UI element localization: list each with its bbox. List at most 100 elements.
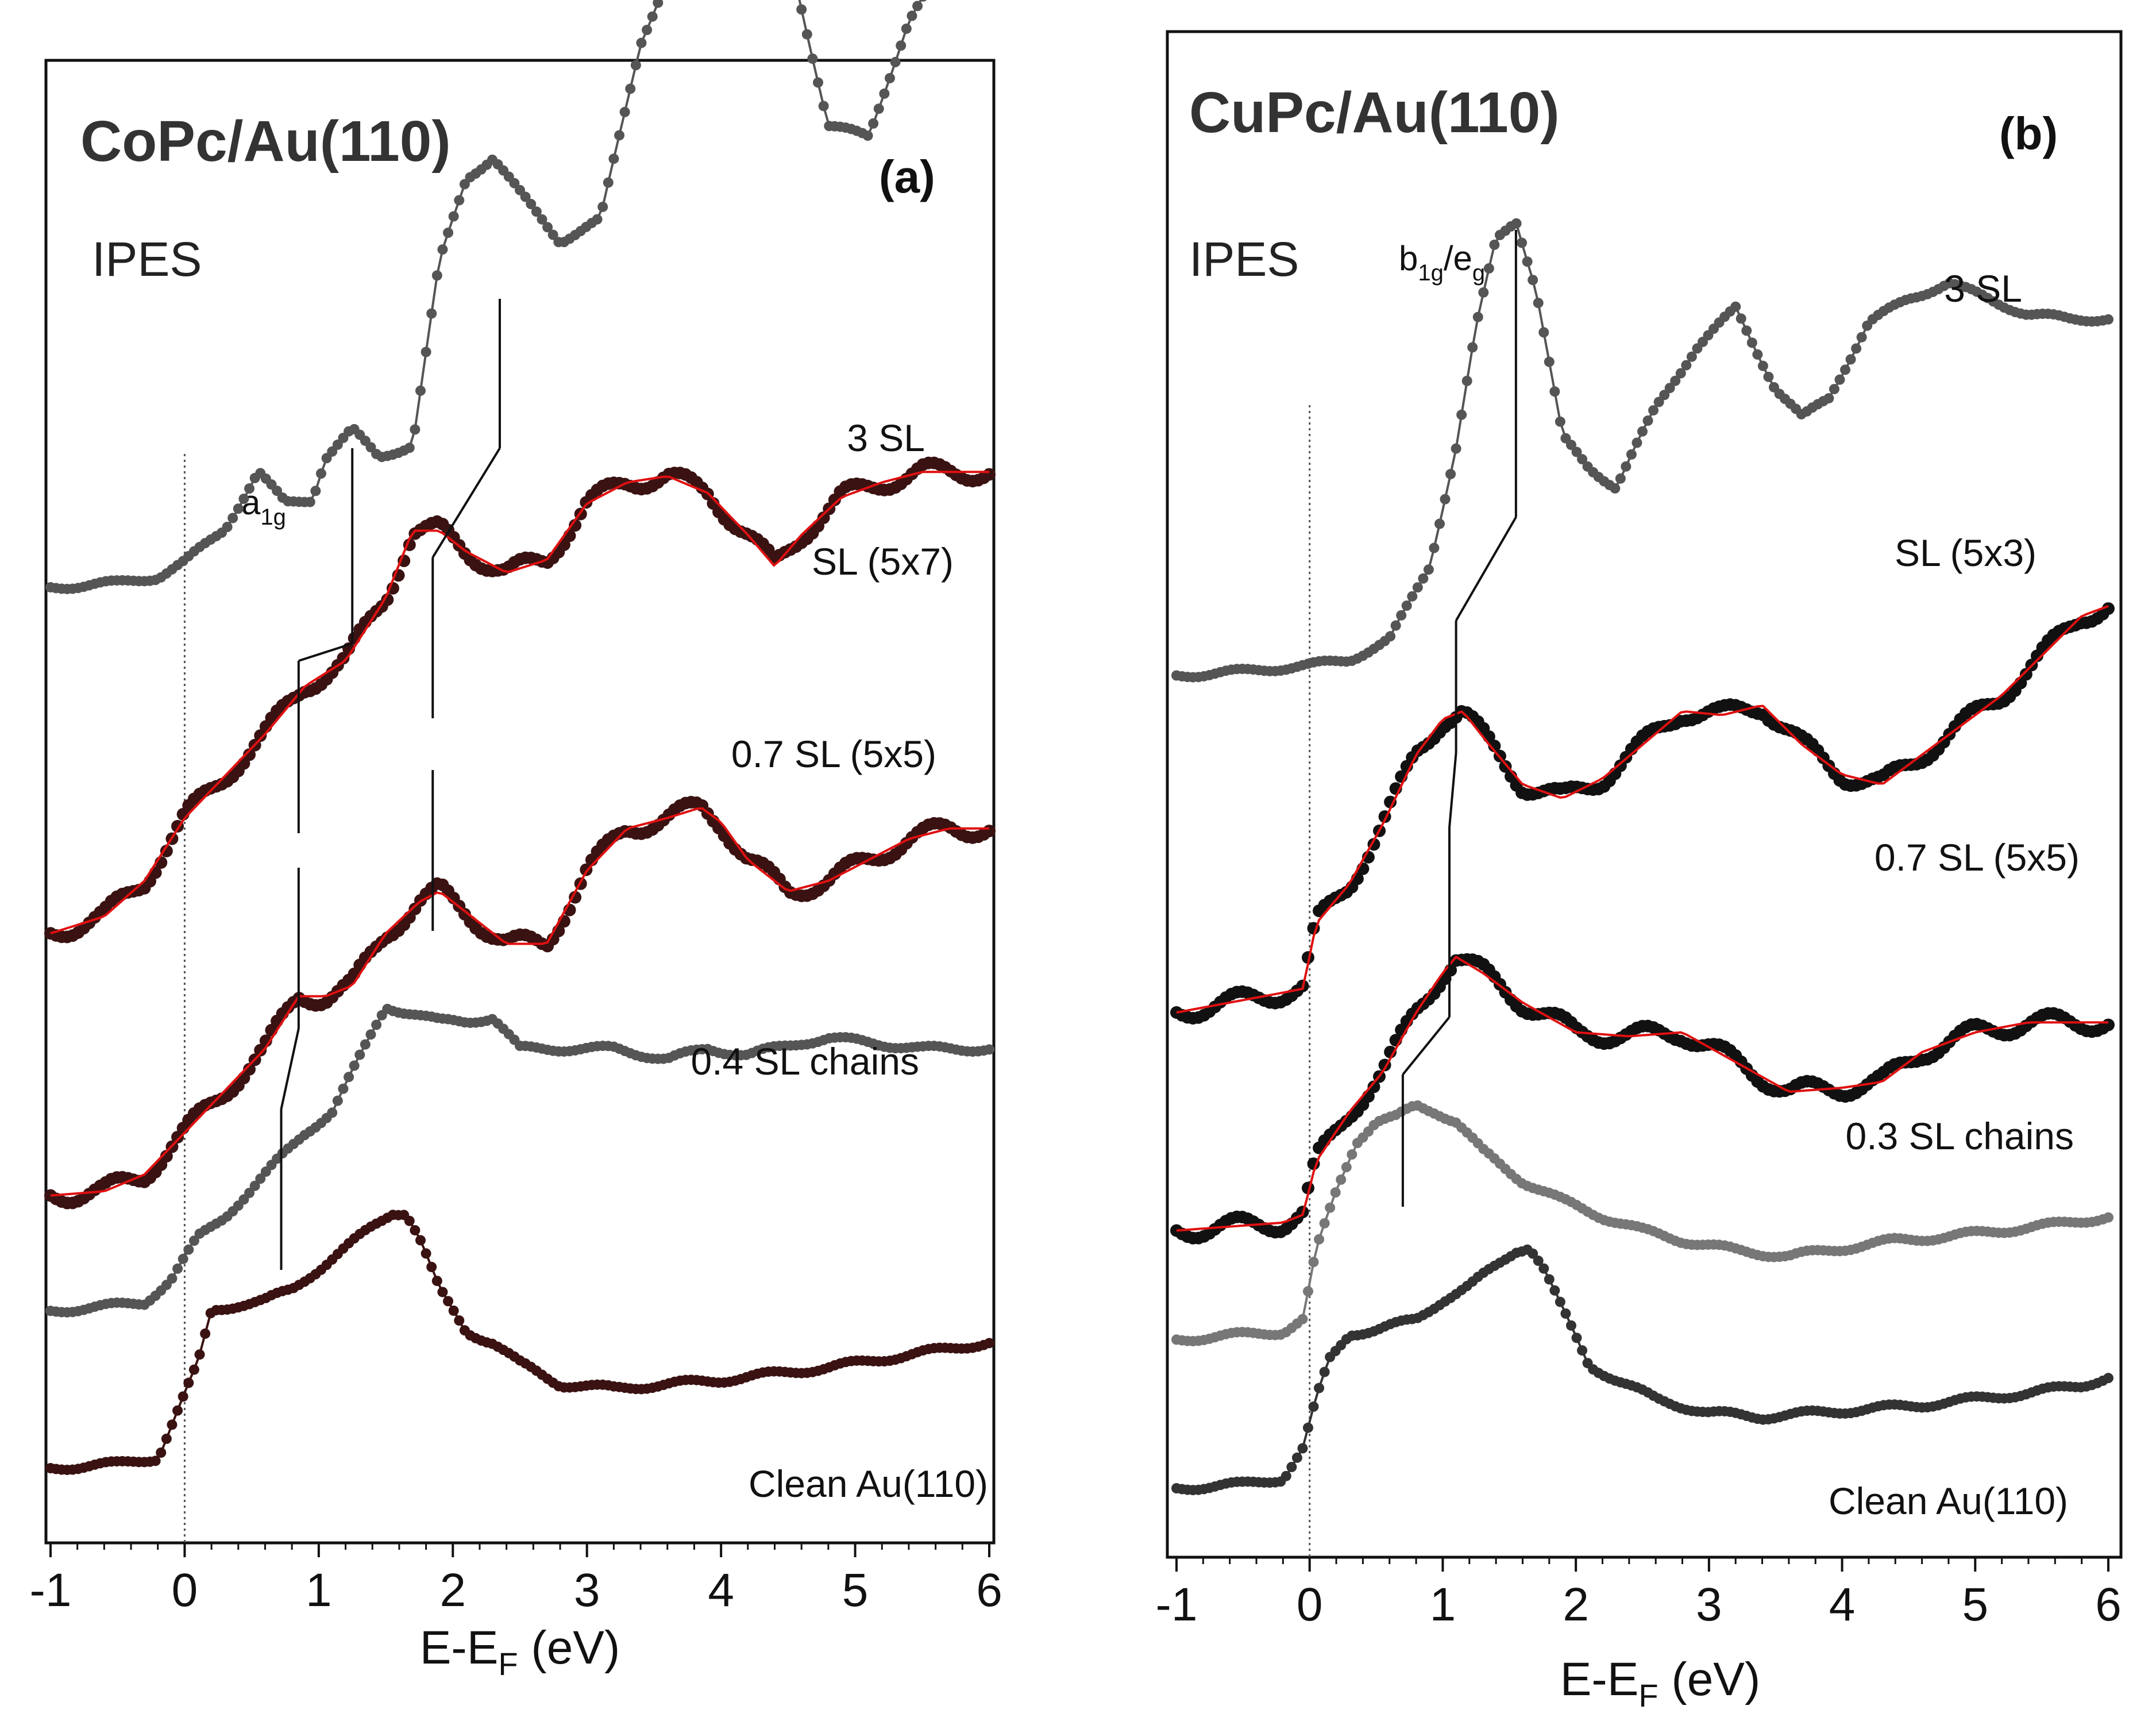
data-point (172, 1405, 183, 1416)
data-point (531, 206, 542, 217)
data-point (912, 1, 923, 11)
panel-b-x-axis: -1 0 1 2 3 4 5 6 (1156, 1557, 2122, 1631)
data-point (1384, 795, 1397, 808)
data-point (801, 29, 812, 40)
data-point (188, 1235, 199, 1246)
data-point (636, 37, 647, 48)
data-point (1763, 371, 1774, 382)
data-point (238, 494, 249, 505)
data-point (1577, 454, 1588, 465)
data-point (1461, 375, 1472, 386)
data-point (337, 652, 350, 665)
data-point (868, 118, 879, 129)
data-point (1336, 1174, 1347, 1185)
data-point (172, 1263, 183, 1274)
data-point (2102, 602, 2115, 615)
series-label: 0.4 SL chains (691, 1040, 919, 1083)
x-tick-label: 2 (439, 1564, 466, 1616)
panel-b-plot-area: 3 SL SL (5x3) 0.7 SL (5x5) 0.3 SL chains Cle… (1170, 218, 2115, 1557)
data-point (315, 468, 326, 479)
data-point (437, 1287, 448, 1298)
data-point (807, 53, 818, 64)
data-point (1407, 591, 1418, 602)
data-point (1511, 218, 1522, 229)
data-point (200, 1328, 211, 1339)
panel-b: CuPc/Au(110) (b) IPES b1g/eg 3 SL SL (5x3… (1156, 30, 2123, 1714)
orbital-marker-line (431, 447, 501, 559)
x-tick-label: 4 (1829, 1578, 1856, 1631)
data-point (1735, 313, 1746, 324)
x-tick-label: -1 (30, 1564, 72, 1616)
data-point (1549, 1285, 1560, 1296)
series-3 (1170, 953, 2115, 1245)
panel-a-x-axis-title: E-EF (eV) (420, 1622, 620, 1682)
panel-b-technique: IPES (1189, 232, 1299, 286)
orbital-marker-line (1448, 752, 1457, 828)
data-point (890, 57, 901, 68)
data-point (983, 468, 996, 481)
data-point (1577, 1345, 1588, 1356)
data-point (1823, 393, 1834, 404)
data-point (896, 40, 907, 51)
data-point (1302, 1286, 1313, 1297)
data-point (1560, 1308, 1571, 1319)
data-point (1488, 740, 1501, 753)
data-point (327, 1107, 338, 1118)
data-point (1325, 1202, 1336, 1213)
data-point (404, 442, 415, 453)
data-point (381, 593, 394, 606)
x-tick-label: 1 (306, 1564, 332, 1616)
data-point (150, 1456, 161, 1466)
series-5 (45, 1210, 994, 1475)
series-line (50, 0, 923, 590)
data-point (1829, 384, 1839, 395)
data-point (1456, 409, 1467, 420)
x-tick-label: 3 (574, 1564, 600, 1616)
x-tick-label: 3 (1696, 1578, 1722, 1631)
data-point (1626, 449, 1637, 460)
data-point (907, 10, 917, 21)
x-tick-label: 4 (708, 1564, 734, 1616)
series-1 (1171, 218, 2113, 683)
series-label: SL (5x7) (812, 540, 954, 583)
data-point (1664, 383, 1675, 394)
data-point (1851, 343, 1862, 354)
data-point (1845, 354, 1856, 365)
data-point (454, 1315, 465, 1326)
data-point (244, 483, 255, 494)
data-point (310, 486, 321, 496)
data-point (879, 88, 890, 99)
data-point (1840, 364, 1851, 375)
data-point (1367, 1080, 1380, 1094)
data-point (1297, 1443, 1308, 1454)
data-point (1538, 327, 1549, 338)
data-point (1347, 1149, 1357, 1160)
data-point (1571, 446, 1582, 457)
data-point (2103, 1212, 2113, 1223)
x-tick-label: 5 (1962, 1578, 1988, 1631)
data-point (647, 11, 658, 22)
data-point (1533, 1256, 1544, 1266)
data-point (454, 195, 465, 206)
data-point (1555, 1296, 1565, 1307)
x-tick-label: -1 (1156, 1578, 1198, 1631)
data-point (597, 202, 608, 213)
panel-a-x-axis: -1 0 1 2 3 4 5 6 (30, 1543, 1002, 1616)
data-point (410, 424, 421, 435)
data-point (1478, 287, 1489, 298)
data-point (1637, 426, 1648, 437)
data-point (1730, 301, 1741, 312)
data-point (1451, 443, 1461, 454)
data-point (1757, 360, 1768, 371)
data-point (919, 0, 927, 2)
data-point (1648, 405, 1659, 416)
data-point (354, 1049, 365, 1060)
data-point (1291, 1452, 1302, 1463)
data-point (443, 1296, 454, 1307)
data-point (244, 1187, 255, 1198)
data-point (619, 106, 630, 117)
data-point (901, 23, 912, 34)
data-point (1615, 473, 1626, 484)
data-point (614, 130, 625, 141)
data-point (1319, 1218, 1330, 1229)
